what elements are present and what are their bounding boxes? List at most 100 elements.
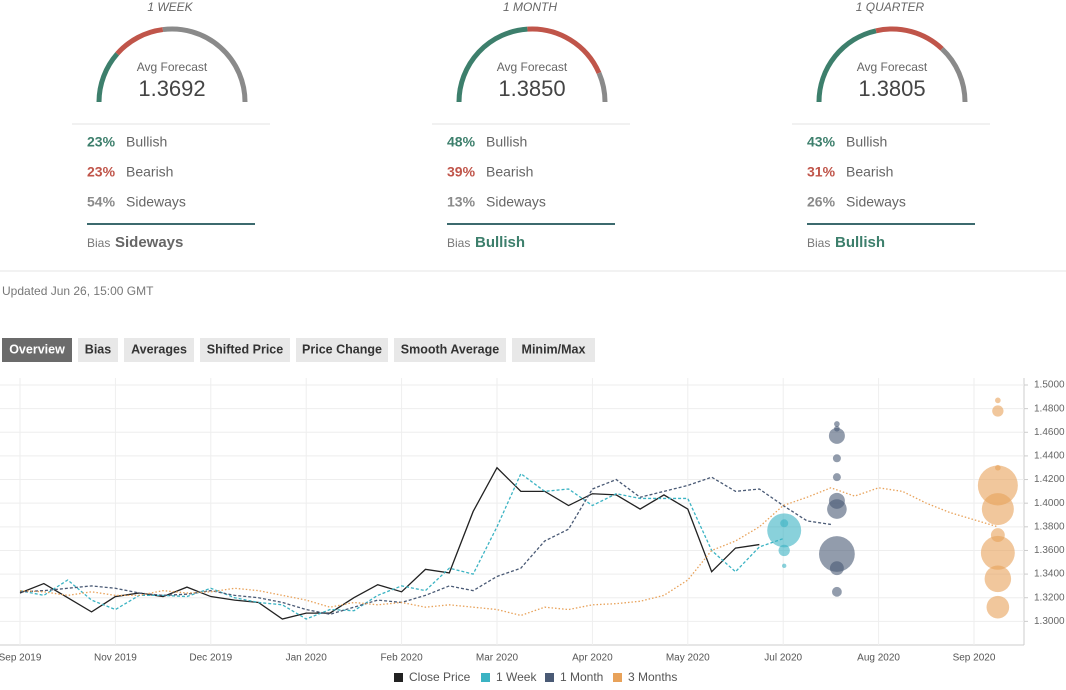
avg-value: 1.3850 [498, 76, 565, 101]
y-tick-label: 1.4600 [1034, 427, 1065, 438]
tab[interactable] [78, 338, 118, 362]
tab-label[interactable]: Price Change [302, 342, 382, 356]
x-tick-label: Feb 2020 [380, 653, 423, 664]
y-tick-label: 1.3400 [1034, 569, 1065, 580]
y-tick-label: 1.4800 [1034, 403, 1065, 414]
forecast-bubble [832, 586, 842, 597]
gauge-segment [875, 26, 944, 51]
legend-label: 3 Months [628, 670, 677, 684]
y-tick-label: 1.4000 [1034, 498, 1065, 509]
legend-swatch [545, 673, 554, 682]
series-line [19, 472, 784, 620]
x-tick-label: May 2020 [666, 653, 710, 664]
legend-label: Close Price [409, 670, 471, 684]
forecast-bubble [980, 535, 1015, 570]
forecast-bubble [832, 473, 841, 482]
tab-label[interactable]: Minim/Max [522, 342, 586, 356]
x-tick-label: Sep 2019 [0, 653, 42, 664]
legend-swatch [481, 673, 490, 682]
period-label: 1 MONTH [503, 0, 557, 14]
tab-label[interactable]: Averages [131, 342, 187, 356]
pct: 43% [807, 134, 836, 150]
tab[interactable] [512, 338, 595, 362]
y-tick-label: 1.3200 [1034, 592, 1065, 603]
gauge-segment [816, 28, 877, 103]
avg-value: 1.3692 [138, 76, 205, 101]
legend-label: 1 Month [560, 670, 603, 684]
y-tick-label: 1.3800 [1034, 521, 1065, 532]
forecast-bubble [828, 427, 845, 444]
y-tick-label: 1.3600 [1034, 545, 1065, 556]
pct-label: Bullish [126, 134, 167, 150]
x-tick-label: Jul 2020 [764, 653, 802, 664]
forecast-bubble [995, 397, 1001, 404]
tab[interactable] [124, 338, 194, 362]
forecast-bubble [832, 454, 841, 463]
series-line [19, 466, 760, 620]
x-tick-label: Sep 2020 [953, 653, 996, 664]
x-tick-label: Dec 2019 [189, 653, 232, 664]
legend-swatch [613, 673, 622, 682]
pct-label: Bullish [846, 134, 887, 150]
avg-label: Avg Forecast [497, 60, 568, 74]
bias-value: Sideways [115, 234, 183, 251]
forecast-bubble [977, 465, 1018, 506]
series-line [19, 487, 999, 617]
forecast-bubble [829, 561, 844, 576]
gauge-segment [596, 72, 608, 103]
forecast-bubble [992, 405, 1004, 417]
tab[interactable] [200, 338, 290, 362]
tab-label[interactable]: Bias [85, 342, 111, 356]
gauge-segment [162, 26, 248, 103]
pct-label: Sideways [126, 194, 186, 210]
x-tick-label: Mar 2020 [476, 653, 519, 664]
y-tick-label: 1.5000 [1034, 380, 1065, 391]
bias-value: Bullish [835, 234, 885, 251]
x-tick-label: Apr 2020 [572, 653, 613, 664]
forecast-bubble [819, 536, 855, 572]
pct: 26% [807, 194, 836, 210]
forecast-bubble [834, 421, 840, 427]
tab[interactable] [296, 338, 388, 362]
pct-label: Sideways [846, 194, 906, 210]
gauge-segment [96, 52, 120, 103]
gauge-segment [115, 27, 164, 56]
forecast-bubble [782, 563, 787, 569]
gauge-segment [456, 26, 528, 103]
x-tick-label: Nov 2019 [94, 653, 137, 664]
pct: 54% [87, 194, 116, 210]
forecast-bubble [778, 544, 790, 557]
y-tick-label: 1.4400 [1034, 451, 1065, 462]
tab-label[interactable]: Shifted Price [207, 342, 283, 356]
gauge-segment [940, 46, 968, 103]
legend-swatch [394, 673, 403, 682]
pct-label: Sideways [486, 194, 546, 210]
pct: 23% [87, 164, 116, 180]
series-line [19, 476, 831, 615]
forecast-bubble [984, 565, 1012, 593]
bias-label: Bias [87, 236, 110, 250]
forecast-bubble [827, 499, 847, 519]
gauge-segment [527, 26, 602, 75]
pct-label: Bearish [126, 164, 173, 180]
avg-label: Avg Forecast [857, 60, 928, 74]
tab-label[interactable]: Overview [9, 342, 65, 356]
pct-label: Bullish [486, 134, 527, 150]
period-label: 1 WEEK [147, 0, 193, 14]
pct-label: Bearish [486, 164, 533, 180]
forecast-bubble [981, 493, 1014, 526]
forecast-bubble [780, 519, 789, 528]
pct-label: Bearish [846, 164, 893, 180]
tab[interactable] [394, 338, 506, 362]
y-tick-label: 1.4200 [1034, 474, 1065, 485]
tab[interactable] [2, 338, 72, 362]
avg-label: Avg Forecast [137, 60, 208, 74]
bias-value: Bullish [475, 234, 525, 251]
tab-label[interactable]: Smooth Average [401, 342, 499, 356]
bias-label: Bias [447, 236, 470, 250]
pct: 13% [447, 194, 476, 210]
period-label: 1 QUARTER [856, 0, 925, 14]
x-tick-label: Aug 2020 [857, 653, 900, 664]
